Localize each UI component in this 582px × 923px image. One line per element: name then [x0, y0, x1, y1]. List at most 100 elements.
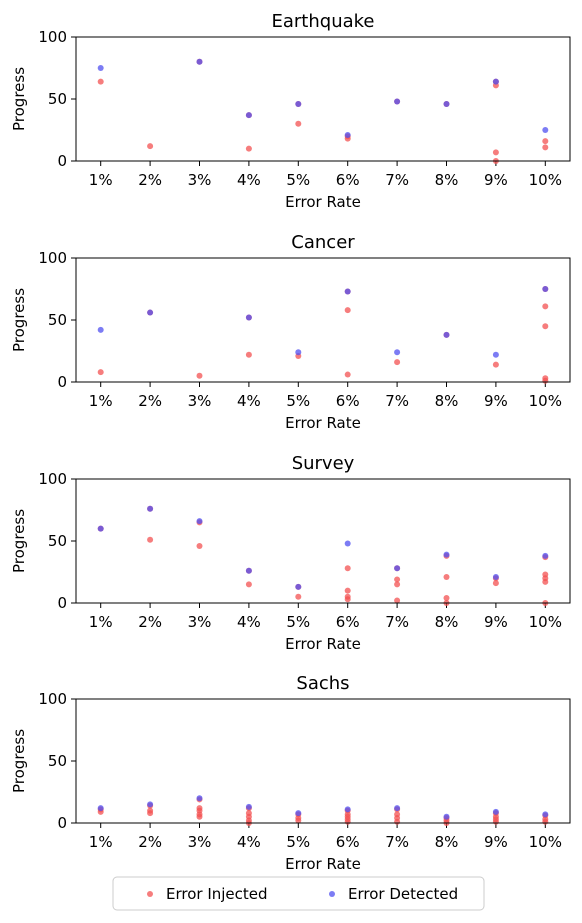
data-point-detected: [443, 331, 450, 338]
data-point-injected: [147, 810, 154, 817]
data-point-detected: [295, 349, 302, 356]
x-tick-label: 3%: [188, 171, 212, 189]
data-point-detected: [492, 573, 499, 580]
data-point-injected: [443, 573, 450, 580]
y-tick-label: 100: [38, 690, 67, 708]
data-point-detected: [97, 525, 104, 532]
data-point-injected: [245, 581, 252, 588]
data-point-detected: [295, 583, 302, 590]
data-point-injected: [542, 303, 549, 310]
y-tick-label: 0: [57, 152, 67, 170]
x-tick-label: 6%: [336, 171, 360, 189]
x-tick-label: 1%: [89, 833, 113, 851]
series-injected: [97, 286, 549, 384]
data-point-injected: [394, 597, 401, 604]
x-tick-label: 2%: [138, 833, 162, 851]
data-point-injected: [97, 78, 104, 85]
y-tick-label: 100: [38, 470, 67, 488]
data-point-injected: [344, 371, 351, 378]
data-point-injected: [542, 144, 549, 151]
x-tick-label: 5%: [286, 392, 310, 410]
data-point-detected: [245, 803, 252, 810]
x-tick-label: 4%: [237, 833, 261, 851]
x-tick-label: 4%: [237, 392, 261, 410]
data-point-detected: [394, 565, 401, 572]
data-point-detected: [97, 805, 104, 812]
panel-cancer: Cancer 0 50 100 1% 2% 3% 4% 5% 6% 7% 8% 9% 10% Error R…: [10, 232, 571, 432]
data-point-injected: [295, 817, 302, 824]
data-point-detected: [245, 112, 252, 119]
x-tick-label: 8%: [435, 833, 459, 851]
data-point-injected: [394, 576, 401, 583]
y-tick-label: 50: [48, 90, 67, 108]
y-tick-label: 0: [57, 373, 67, 391]
y-axis-label: Progress: [10, 729, 28, 793]
data-point-injected: [344, 307, 351, 314]
data-point-detected: [492, 351, 499, 358]
x-tick-label: 6%: [336, 392, 360, 410]
series-injected: [97, 58, 549, 164]
data-point-detected: [97, 326, 104, 333]
data-point-injected: [542, 377, 549, 384]
plot-frame: [75, 36, 571, 162]
data-point-injected: [542, 138, 549, 145]
x-tick-label: 5%: [286, 833, 310, 851]
x-tick-label: 8%: [435, 613, 459, 631]
data-point-injected: [344, 596, 351, 603]
data-point-injected: [542, 818, 549, 825]
data-point-injected: [97, 369, 104, 376]
x-tick-label: 10%: [529, 171, 562, 189]
data-point-injected: [344, 565, 351, 572]
series-injected: [97, 796, 549, 826]
x-tick-label: 10%: [529, 833, 562, 851]
data-point-detected: [196, 795, 203, 802]
data-point-injected: [542, 578, 549, 585]
data-point-injected: [492, 818, 499, 825]
data-point-detected: [245, 567, 252, 574]
y-axis-label: Progress: [10, 67, 28, 131]
data-point-injected: [196, 372, 203, 379]
data-point-detected: [344, 131, 351, 138]
series-detected: [97, 286, 549, 358]
x-axis-label: Error Rate: [285, 193, 361, 211]
x-tick-label: 9%: [484, 171, 508, 189]
data-point-injected: [196, 813, 203, 820]
x-tick-label: 5%: [286, 171, 310, 189]
x-tick-label: 2%: [138, 613, 162, 631]
data-point-injected: [492, 580, 499, 587]
y-axis-label: Progress: [10, 509, 28, 573]
data-point-detected: [147, 309, 154, 316]
x-tick-label: 2%: [138, 171, 162, 189]
data-point-injected: [394, 818, 401, 825]
legend-box: [112, 876, 485, 911]
data-point-injected: [394, 359, 401, 366]
x-tick-label: 3%: [188, 833, 212, 851]
data-point-detected: [542, 286, 549, 292]
data-point-injected: [295, 593, 302, 600]
y-tick-label: 0: [57, 814, 67, 832]
y-tick-label: 100: [38, 28, 67, 46]
data-point-detected: [196, 58, 203, 65]
y-tick-label: 100: [38, 249, 67, 267]
x-axis-label: Error Rate: [285, 414, 361, 432]
data-point-detected: [147, 505, 154, 512]
data-point-injected: [344, 818, 351, 825]
legend: Error Injected Error Detected: [112, 876, 485, 911]
x-tick-label: 10%: [529, 613, 562, 631]
y-tick-label: 50: [48, 752, 67, 770]
data-point-detected: [394, 805, 401, 812]
x-tick-label: 10%: [529, 392, 562, 410]
x-tick-label: 4%: [237, 613, 261, 631]
panel-survey: Survey 0 50 100 1% 2% 3% 4% 5% 6% 7% 8% 9% 10% Error R…: [10, 453, 571, 653]
plot-frame: [75, 698, 571, 824]
data-point-detected: [295, 810, 302, 817]
data-point-detected: [147, 801, 154, 808]
series-detected: [97, 505, 549, 590]
data-point-detected: [542, 811, 549, 818]
data-point-injected: [443, 595, 450, 602]
panel-sachs: Sachs 0 50 100 1% 2% 3% 4% 5% 6% 7% 8% 9% 10% Error Ra…: [10, 673, 571, 873]
x-tick-label: 2%: [138, 392, 162, 410]
data-point-injected: [344, 587, 351, 594]
data-point-detected: [344, 288, 351, 295]
data-point-injected: [394, 581, 401, 588]
